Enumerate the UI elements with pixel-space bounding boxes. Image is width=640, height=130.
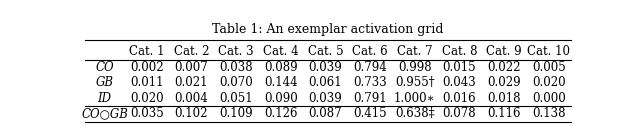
Text: 0.998: 0.998 bbox=[398, 61, 431, 74]
Text: 0.090: 0.090 bbox=[264, 92, 298, 105]
Text: Cat. 1: Cat. 1 bbox=[129, 45, 164, 58]
Text: CO○GB: CO○GB bbox=[81, 108, 128, 121]
Text: 0.021: 0.021 bbox=[175, 76, 208, 89]
Text: 0.005: 0.005 bbox=[532, 61, 566, 74]
Text: Cat. 7: Cat. 7 bbox=[397, 45, 433, 58]
Text: Cat. 3: Cat. 3 bbox=[218, 45, 254, 58]
Text: 0.638‡: 0.638‡ bbox=[395, 108, 435, 121]
Text: 0.018: 0.018 bbox=[487, 92, 521, 105]
Text: 0.070: 0.070 bbox=[219, 76, 253, 89]
Text: 0.043: 0.043 bbox=[442, 76, 476, 89]
Text: 0.733: 0.733 bbox=[353, 76, 387, 89]
Text: 0.126: 0.126 bbox=[264, 108, 298, 121]
Text: CO: CO bbox=[95, 61, 114, 74]
Text: Cat. 8: Cat. 8 bbox=[442, 45, 477, 58]
Text: 0.002: 0.002 bbox=[130, 61, 163, 74]
Text: 0.038: 0.038 bbox=[220, 61, 253, 74]
Text: 0.089: 0.089 bbox=[264, 61, 298, 74]
Text: 0.011: 0.011 bbox=[130, 76, 163, 89]
Text: Table 1: An exemplar activation grid: Table 1: An exemplar activation grid bbox=[212, 23, 444, 36]
Text: 0.794: 0.794 bbox=[353, 61, 387, 74]
Text: 0.415: 0.415 bbox=[353, 108, 387, 121]
Text: 0.016: 0.016 bbox=[443, 92, 476, 105]
Text: 0.116: 0.116 bbox=[487, 108, 521, 121]
Text: Cat. 5: Cat. 5 bbox=[308, 45, 343, 58]
Text: 0.015: 0.015 bbox=[443, 61, 476, 74]
Text: 0.039: 0.039 bbox=[308, 61, 342, 74]
Text: 0.955†: 0.955† bbox=[395, 76, 435, 89]
Text: 0.039: 0.039 bbox=[308, 92, 342, 105]
Text: ID: ID bbox=[98, 92, 111, 105]
Text: 0.029: 0.029 bbox=[487, 76, 521, 89]
Text: 0.004: 0.004 bbox=[175, 92, 208, 105]
Text: 0.102: 0.102 bbox=[175, 108, 208, 121]
Text: Cat. 6: Cat. 6 bbox=[352, 45, 388, 58]
Text: 0.109: 0.109 bbox=[220, 108, 253, 121]
Text: Cat. 4: Cat. 4 bbox=[263, 45, 298, 58]
Text: 0.007: 0.007 bbox=[175, 61, 208, 74]
Text: 0.061: 0.061 bbox=[308, 76, 342, 89]
Text: 0.020: 0.020 bbox=[130, 92, 163, 105]
Text: 0.051: 0.051 bbox=[220, 92, 253, 105]
Text: 0.144: 0.144 bbox=[264, 76, 298, 89]
Text: 0.138: 0.138 bbox=[532, 108, 566, 121]
Text: 0.000: 0.000 bbox=[532, 92, 566, 105]
Text: 0.791: 0.791 bbox=[353, 92, 387, 105]
Text: 0.022: 0.022 bbox=[487, 61, 521, 74]
Text: 0.087: 0.087 bbox=[308, 108, 342, 121]
Text: Cat. 9: Cat. 9 bbox=[486, 45, 522, 58]
Text: 0.035: 0.035 bbox=[130, 108, 164, 121]
Text: Cat. 10: Cat. 10 bbox=[527, 45, 570, 58]
Text: Cat. 2: Cat. 2 bbox=[173, 45, 209, 58]
Text: 1.000∗: 1.000∗ bbox=[394, 92, 435, 105]
Text: 0.020: 0.020 bbox=[532, 76, 566, 89]
Text: GB: GB bbox=[95, 76, 114, 89]
Text: 0.078: 0.078 bbox=[443, 108, 476, 121]
